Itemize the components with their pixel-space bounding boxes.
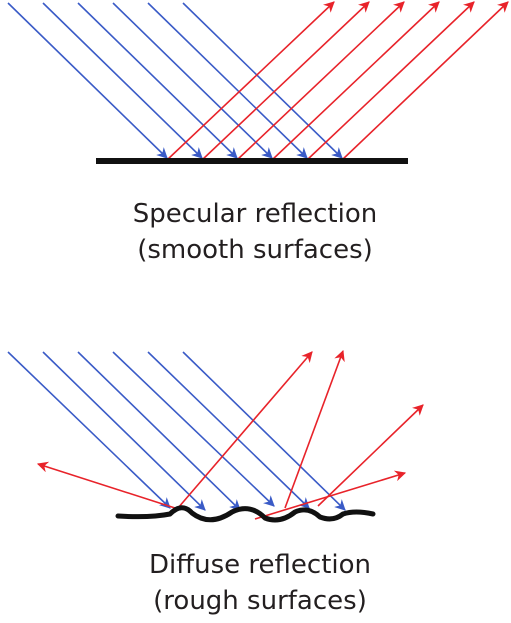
specular-reflected-ray <box>236 1 405 161</box>
diffuse-incident-ray <box>182 351 346 511</box>
rough-surface <box>115 505 376 523</box>
specular-incident-ray <box>7 2 168 159</box>
diffuse-caption-line1: Diffuse reflection <box>149 550 371 580</box>
specular-reflected-rays <box>166 1 509 161</box>
specular-incident-ray <box>42 2 203 159</box>
diffuse-reflected-ray <box>317 404 424 507</box>
specular-reflected-ray <box>271 1 440 161</box>
specular-incident-ray <box>112 2 273 159</box>
diffuse-caption-line2: (rough surfaces) <box>153 586 367 616</box>
specular-reflected-ray <box>201 1 370 161</box>
diffuse-reflected-ray <box>284 349 345 509</box>
diffuse-reflected-rays <box>36 349 424 520</box>
specular-incident-rays <box>7 2 343 159</box>
diffuse-incident-ray <box>42 351 206 511</box>
specular-reflected-ray <box>166 1 335 161</box>
diffuse-incident-ray <box>112 351 275 507</box>
diffuse-reflected-ray <box>177 351 313 509</box>
specular-caption-line2: (smooth surfaces) <box>137 235 373 265</box>
diffuse-incident-ray <box>77 351 241 511</box>
specular-incident-ray <box>182 2 343 159</box>
specular-reflected-ray <box>341 1 509 161</box>
specular-caption-line1: Specular reflection <box>133 199 377 229</box>
diffuse-incident-rays <box>7 351 346 511</box>
specular-incident-ray <box>147 2 308 159</box>
diffuse-reflected-ray <box>254 470 407 520</box>
diffuse-incident-ray <box>7 351 171 509</box>
diffuse-panel: Diffuse reflection (rough surfaces) <box>7 349 424 616</box>
specular-panel: Specular reflection (smooth surfaces) <box>7 1 509 265</box>
specular-reflected-ray <box>306 1 475 161</box>
specular-incident-ray <box>77 2 238 159</box>
diffuse-incident-ray <box>147 351 310 509</box>
diffuse-reflected-ray <box>36 461 176 509</box>
